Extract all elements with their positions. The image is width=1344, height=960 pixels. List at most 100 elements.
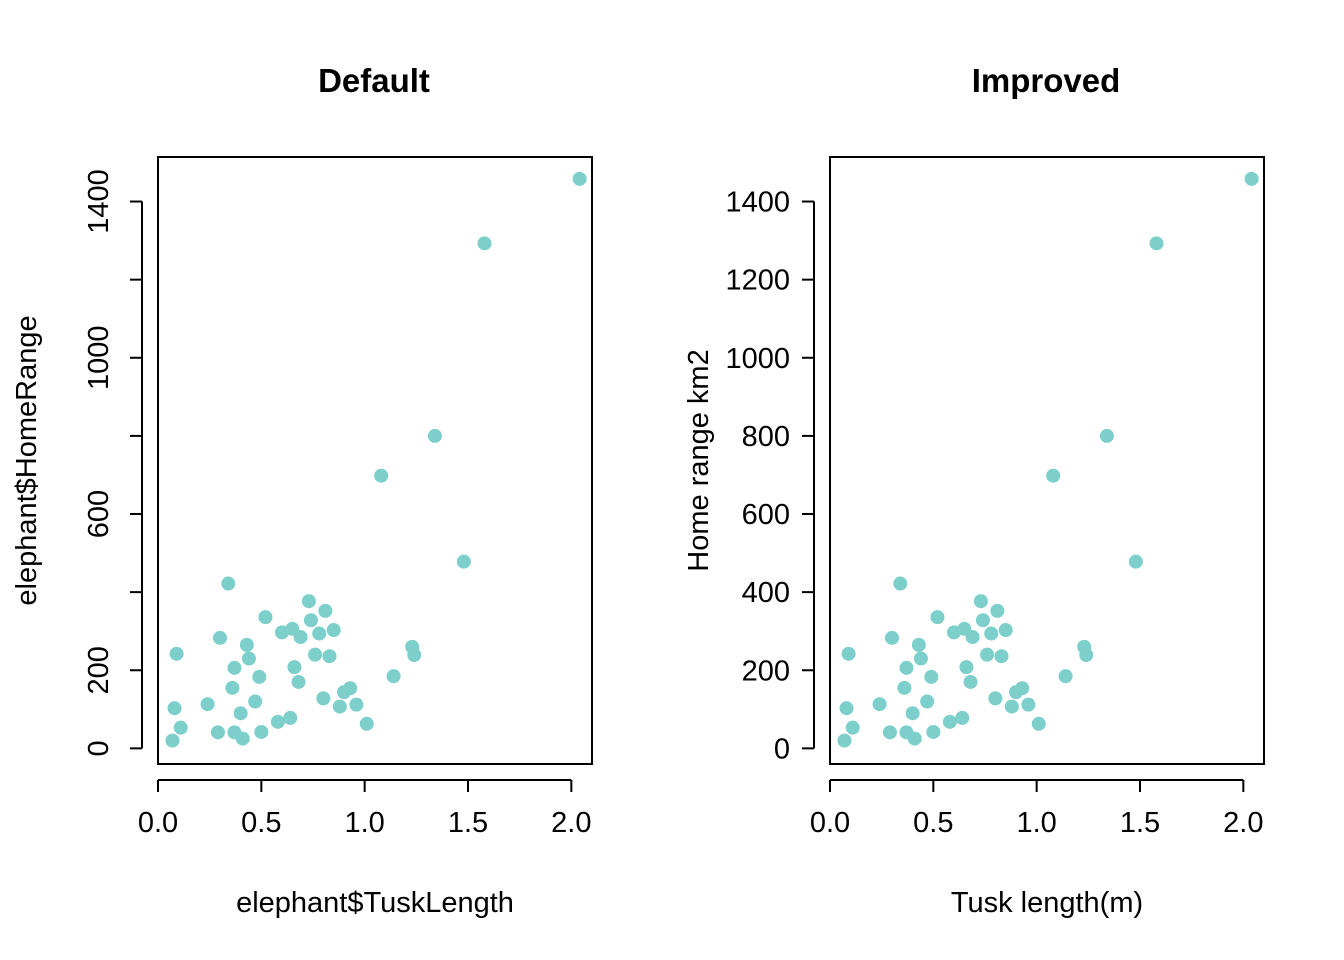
x-axis-label: Tusk length(m)	[951, 887, 1143, 919]
data-point	[1015, 681, 1030, 696]
data-point	[920, 694, 935, 709]
chart-title: Improved	[972, 62, 1121, 99]
data-point	[326, 623, 341, 638]
data-point	[893, 576, 908, 591]
y-tick-label: 800	[742, 421, 790, 453]
plot-frame	[829, 156, 1265, 765]
data-point	[235, 731, 250, 746]
x-tick-label: 1.5	[1120, 807, 1160, 839]
x-tick-label: 0.0	[810, 807, 850, 839]
data-point	[984, 626, 999, 641]
panel-improved: Improved 0.0 0.5 1.0 1.5 2.0 0 200 400 600 800 1000…	[683, 62, 1265, 919]
y-tick-label: 1400	[725, 187, 790, 219]
y-tick-label: 200	[742, 655, 790, 687]
x-tick-label: 0.0	[138, 807, 178, 839]
x-tick-label: 1.0	[345, 807, 385, 839]
data-point	[1244, 171, 1259, 186]
data-point	[343, 681, 358, 696]
data-point	[994, 649, 1009, 664]
data-point	[988, 691, 1003, 706]
data-point	[975, 613, 990, 628]
data-point	[897, 680, 912, 695]
data-point	[427, 428, 442, 443]
y-tick-label: 1000	[725, 343, 790, 375]
data-point	[942, 714, 957, 729]
data-point	[924, 669, 939, 684]
data-point	[572, 171, 587, 186]
data-point	[233, 706, 248, 721]
data-point	[349, 697, 364, 712]
data-point	[225, 680, 240, 695]
data-point	[248, 694, 263, 709]
data-point	[980, 647, 995, 662]
data-point	[1046, 468, 1061, 483]
data-point	[283, 710, 298, 725]
x-tick-label: 0.5	[241, 807, 281, 839]
data-point	[955, 710, 970, 725]
y-axis-label: Home range km2	[683, 349, 715, 571]
data-point	[837, 733, 852, 748]
data-point	[845, 720, 860, 735]
data-point	[1149, 236, 1164, 251]
data-point	[990, 603, 1005, 618]
data-point	[885, 630, 899, 645]
data-point	[973, 594, 988, 609]
y-tick-label: 1400	[83, 169, 115, 234]
plot-frame	[157, 156, 593, 765]
data-point	[322, 649, 337, 664]
data-point	[165, 733, 180, 748]
data-point	[210, 725, 225, 740]
data-point	[374, 468, 389, 483]
data-point	[221, 576, 236, 591]
y-tick-label: 0	[774, 733, 790, 765]
y-axis-label: elephant$HomeRange	[11, 315, 43, 605]
data-point	[872, 697, 887, 712]
data-point	[301, 594, 316, 609]
data-point	[930, 610, 945, 625]
x-tick-label: 2.0	[551, 807, 591, 839]
panel-default: Default 0.0 0.5 1.0 1.5 2.0 0 200 600 1000 1400 ele…	[11, 62, 593, 919]
data-point	[254, 724, 269, 739]
x-tick-label: 0.5	[913, 807, 953, 839]
y-tick-label: 400	[742, 577, 790, 609]
data-point	[1031, 716, 1046, 731]
data-point	[959, 660, 974, 675]
data-point	[907, 731, 922, 746]
y-tick-label: 1200	[725, 265, 790, 297]
data-point	[169, 646, 184, 661]
data-point	[173, 720, 188, 735]
data-point	[241, 651, 256, 666]
data-point	[303, 613, 318, 628]
data-point	[316, 691, 331, 706]
data-point	[213, 630, 227, 645]
data-point	[1079, 648, 1094, 663]
data-point	[905, 706, 920, 721]
data-point	[291, 674, 306, 689]
data-point	[293, 630, 308, 645]
data-point	[913, 651, 928, 666]
data-point	[1004, 699, 1019, 714]
data-point	[167, 701, 182, 716]
data-point	[359, 716, 374, 731]
data-point	[477, 236, 492, 251]
data-point	[926, 724, 941, 739]
x-tick-label: 1.5	[448, 807, 488, 839]
chart-title: Default	[318, 62, 430, 99]
data-point	[1058, 669, 1073, 684]
data-point	[965, 630, 980, 645]
x-tick-label: 1.0	[1017, 807, 1057, 839]
data-point	[882, 725, 897, 740]
y-tick-label: 1000	[83, 326, 115, 391]
data-point	[911, 637, 926, 652]
data-point	[386, 669, 401, 684]
data-point	[899, 660, 914, 675]
data-point	[252, 669, 267, 684]
data-point	[308, 647, 323, 662]
data-point	[270, 714, 285, 729]
y-tick-label: 0	[83, 740, 115, 756]
y-tick-label: 600	[742, 499, 790, 531]
x-axis-label: elephant$TuskLength	[236, 887, 514, 919]
x-tick-label: 2.0	[1223, 807, 1263, 839]
data-point	[332, 699, 347, 714]
